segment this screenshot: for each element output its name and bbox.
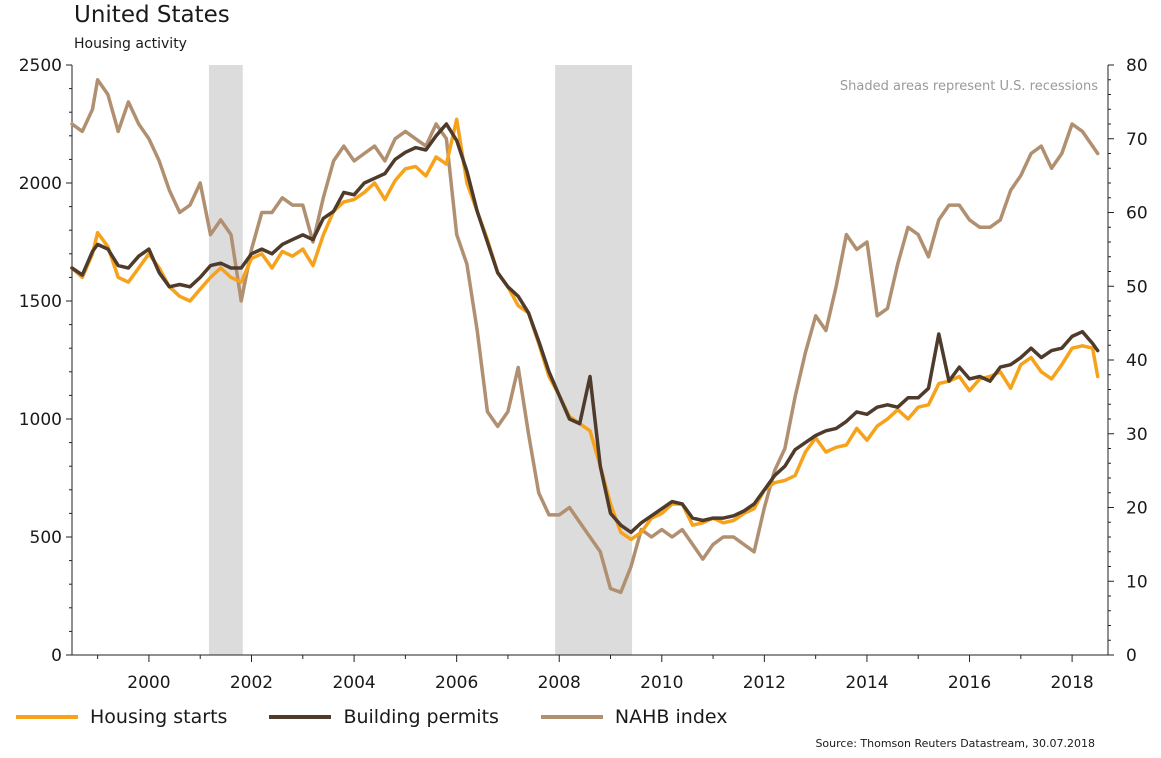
legend-swatch-nahb-index [540, 715, 603, 719]
source-note: Source: Thomson Reuters Datastream, 30.0… [815, 737, 1095, 750]
x-tick-label: 2006 [435, 673, 478, 693]
y-left-tick-label: 500 [30, 528, 62, 548]
legend-item-building-permits: Building permits [269, 706, 499, 728]
y-right-tick-label: 20 [1126, 499, 1148, 519]
recession-shading-group [208, 65, 633, 655]
series-line-nahb-index [70, 78, 1100, 595]
series-line-building-permits [70, 122, 1100, 535]
legend-item-nahb-index: NAHB index [540, 706, 728, 728]
x-tick-label: 2002 [230, 673, 273, 693]
legend-label-building-permits: Building permits [343, 706, 499, 728]
y-left-tick-label: 2500 [19, 56, 62, 76]
y-right-tick-label: 80 [1126, 56, 1148, 76]
axes-group: 0 500 1000 1500 2000 2500 0 10 20 30 40 50 60 70 80 200… [19, 56, 1148, 693]
legend-swatch-housing-starts [16, 715, 78, 719]
x-tick-label: 2018 [1050, 673, 1093, 693]
legend-swatch-building-permits [269, 715, 332, 719]
x-tick-label: 2014 [845, 673, 888, 693]
legend-item-housing-starts: Housing starts [16, 706, 227, 728]
y-right-tick-label: 60 [1126, 204, 1148, 224]
recession-annotation: Shaded areas represent U.S. recessions [840, 79, 1098, 94]
y-right-tick-label: 50 [1126, 277, 1148, 297]
x-tick-label: 2012 [743, 673, 786, 693]
recession-band-1 [555, 65, 633, 655]
legend: Housing starts Building permits NAHB ind… [16, 704, 769, 730]
y-right-tick-label: 10 [1126, 572, 1148, 592]
x-tick-label: 2016 [948, 673, 991, 693]
legend-label-nahb-index: NAHB index [614, 706, 728, 728]
x-tick-label: 2000 [127, 673, 170, 693]
y-left-tick-label: 2000 [19, 174, 62, 194]
y-left-tick-label: 0 [51, 646, 62, 666]
recession-band-0 [208, 65, 243, 655]
x-tick-label: 2004 [332, 673, 375, 693]
x-tick-label: 2008 [538, 673, 581, 693]
legend-label-housing-starts: Housing starts [90, 706, 228, 728]
y-right-tick-label: 70 [1126, 130, 1148, 150]
chart-title: United States [74, 2, 230, 28]
chart-subtitle: Housing activity [74, 36, 187, 52]
series-line-housing-starts [70, 117, 1100, 542]
y-right-tick-label: 30 [1126, 425, 1148, 445]
y-left-tick-label: 1500 [19, 292, 62, 312]
series-group [70, 78, 1100, 595]
y-right-tick-label: 40 [1126, 351, 1148, 371]
x-tick-label: 2010 [640, 673, 683, 693]
y-left-tick-label: 1000 [19, 410, 62, 430]
y-right-tick-label: 0 [1126, 646, 1137, 666]
